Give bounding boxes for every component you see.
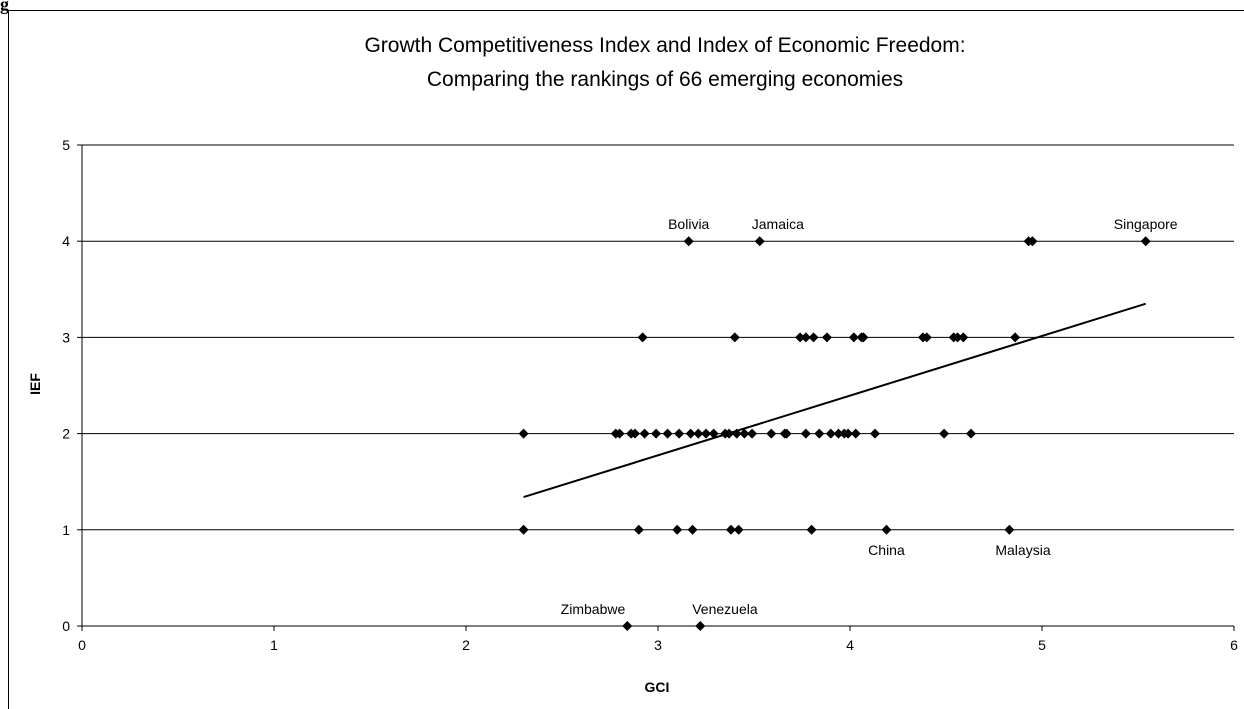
point-label: Malaysia [995, 542, 1050, 558]
data-point [965, 428, 976, 439]
x-axis-title: GCI [645, 679, 670, 695]
x-tick-label: 4 [846, 637, 854, 653]
point-label: Venezuela [692, 601, 758, 617]
data-point [685, 428, 696, 439]
y-tick-label: 3 [62, 329, 70, 345]
point-label: China [868, 542, 905, 558]
point-annotations: Bolivia Jamaica Singapore China Malaysia Zimb… [561, 216, 1178, 617]
data-point [674, 428, 685, 439]
data-point [733, 524, 744, 535]
x-tick-label: 6 [1230, 637, 1238, 653]
data-point [952, 332, 963, 343]
data-point [518, 428, 529, 439]
data-point [800, 332, 811, 343]
chart-subtitle: Comparing the rankings of 66 emerging ec… [427, 68, 903, 91]
data-point [633, 524, 644, 535]
data-point [881, 524, 892, 535]
data-point [825, 428, 836, 439]
data-point [806, 524, 817, 535]
data-point [1004, 524, 1015, 535]
point-label: Singapore [1114, 216, 1178, 232]
data-points [518, 236, 1151, 631]
data-point [701, 428, 711, 439]
data-point [869, 428, 880, 439]
data-point [939, 428, 950, 439]
point-label: Bolivia [668, 216, 709, 232]
data-point [687, 524, 698, 535]
data-point [708, 428, 719, 439]
data-point [747, 428, 758, 439]
data-point [731, 428, 742, 439]
data-point [781, 428, 792, 439]
axes [77, 144, 1235, 631]
data-point [800, 428, 811, 439]
data-point [637, 332, 648, 343]
y-tick-label: 4 [62, 233, 70, 249]
point-label: Jamaica [752, 216, 804, 232]
data-point [754, 236, 765, 247]
data-point [639, 428, 650, 439]
data-point [850, 428, 861, 439]
chart-title: Growth Competitiveness Index and Index o… [364, 34, 965, 57]
trendline [523, 302, 1146, 499]
gridlines [82, 144, 1234, 531]
data-point [1010, 332, 1021, 343]
data-point [808, 332, 819, 343]
data-point [695, 621, 706, 631]
x-tick-label: 5 [1038, 637, 1046, 653]
data-point [614, 428, 625, 439]
data-point [766, 428, 777, 439]
data-point [662, 428, 673, 439]
x-tick-label: 1 [270, 637, 278, 653]
data-point [724, 428, 735, 439]
data-point [672, 524, 683, 535]
tick-labels: 0 1 2 3 4 5 0 1 2 3 4 5 6 [62, 137, 1238, 653]
y-axis-title: IEF [27, 373, 43, 395]
data-point [683, 236, 694, 247]
x-tick-label: 0 [78, 637, 86, 653]
y-tick-label: 1 [62, 522, 70, 538]
y-tick-label: 5 [62, 137, 70, 153]
data-point [629, 428, 640, 439]
data-point [833, 428, 844, 439]
data-point [622, 621, 633, 631]
y-tick-label: 2 [62, 426, 70, 442]
point-label: Zimbabwe [561, 601, 626, 617]
data-point [1140, 236, 1151, 247]
data-point [729, 332, 740, 343]
figure-label: g [0, 0, 9, 14]
x-tick-label: 2 [462, 637, 470, 653]
data-point [821, 332, 832, 343]
x-tick-label: 3 [654, 637, 662, 653]
chart-frame [8, 10, 1244, 709]
data-point [958, 332, 969, 343]
data-point [651, 428, 662, 439]
data-point [843, 428, 854, 439]
data-point [518, 524, 529, 535]
trendline-group [523, 302, 1146, 499]
data-point [693, 428, 704, 439]
y-tick-label: 0 [62, 618, 70, 634]
data-point [1027, 236, 1038, 247]
data-point [921, 332, 932, 343]
data-point [739, 428, 750, 439]
data-point [858, 332, 869, 343]
data-point [814, 428, 825, 439]
data-point [848, 332, 859, 343]
data-point [795, 332, 806, 343]
data-point [725, 524, 736, 535]
